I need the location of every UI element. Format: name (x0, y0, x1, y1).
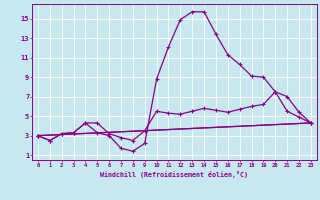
X-axis label: Windchill (Refroidissement éolien,°C): Windchill (Refroidissement éolien,°C) (100, 171, 248, 178)
